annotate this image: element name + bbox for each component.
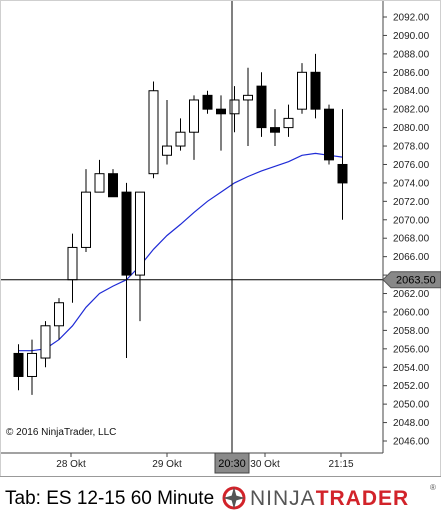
time-axis: 28 Okt 29 Okt 30 Okt 21:15	[56, 453, 354, 470]
crosshair: 2063.50 20:30	[1, 1, 441, 474]
candle-body	[13, 352, 24, 377]
copyright-text: © 2016 NinjaTrader, LLC	[6, 427, 117, 438]
candle-body	[202, 94, 213, 110]
candle-body	[229, 99, 240, 115]
candle-body	[162, 145, 172, 156]
y-tick-label: 2076.00	[393, 160, 430, 171]
y-tick-label: 2088.00	[393, 49, 430, 60]
y-tick-label: 2078.00	[393, 142, 430, 153]
x-tick-label: 21:15	[328, 459, 353, 470]
candle-body	[135, 191, 145, 276]
ninja-star-icon	[222, 486, 246, 510]
candle-body	[324, 108, 334, 161]
logo-ninja-text: NINJA	[250, 487, 316, 510]
candle-body	[148, 90, 159, 175]
y-tick-label: 2046.00	[393, 437, 430, 448]
y-tick-label: 2058.00	[393, 326, 430, 337]
price-chart[interactable]: 2046.00 2048.00 2050.00 2052.00 2054.00 2056.…	[1, 1, 441, 477]
candle-body	[81, 191, 91, 248]
y-tick-label: 2052.00	[393, 381, 430, 392]
candle-body	[121, 191, 132, 276]
x-tick-label: 28 Okt	[56, 459, 86, 470]
registered-mark: ®	[430, 483, 436, 492]
y-tick-label: 2048.00	[393, 418, 430, 429]
y-tick-label: 2054.00	[393, 363, 430, 374]
candle-body	[40, 325, 51, 359]
y-tick-label: 2074.00	[393, 178, 430, 189]
y-tick-label: 2090.00	[393, 31, 430, 42]
candle-body	[54, 302, 64, 327]
y-tick-label: 2086.00	[393, 68, 430, 79]
y-tick-label: 2066.00	[393, 252, 430, 263]
y-tick-label: 2068.00	[393, 234, 430, 245]
price-axis: 2046.00 2048.00 2050.00 2052.00 2054.00 2056.…	[1, 1, 430, 454]
logo-wordmark: NINJATRADER	[250, 487, 409, 511]
candle-body	[283, 117, 294, 129]
x-tick-label: 29 Okt	[152, 459, 182, 470]
y-tick-label: 2056.00	[393, 344, 430, 355]
candle-body	[310, 71, 321, 110]
candle-body	[108, 173, 118, 198]
ninjatrader-logo: NINJATRADER ®	[220, 483, 441, 513]
candle-body	[67, 246, 78, 281]
candle-body	[256, 85, 267, 129]
x-tick-label: 30 Okt	[250, 459, 280, 470]
y-tick-label: 2060.00	[393, 307, 430, 318]
logo-trader-text: TRADER	[315, 487, 410, 510]
y-tick-label: 2070.00	[393, 215, 430, 226]
candle-body	[94, 173, 105, 193]
y-tick-label: 2082.00	[393, 105, 430, 116]
y-tick-label: 2080.00	[393, 123, 430, 134]
candle-body	[216, 108, 226, 115]
time-marker	[214, 452, 250, 474]
tab-bar: Tab: ES 12-15 60 Minute NINJATRADER ®	[0, 476, 441, 519]
candle-body	[297, 71, 307, 110]
sma-line	[18, 152, 343, 352]
candle-body	[27, 352, 37, 377]
chart-tab-title[interactable]: Tab: ES 12-15 60 Minute	[5, 488, 215, 509]
candle-body	[175, 131, 186, 147]
crosshair-price-label: 2063.50	[396, 275, 436, 287]
y-tick-label: 2092.00	[393, 13, 430, 24]
candlestick-series	[13, 53, 348, 395]
y-tick-label: 2072.00	[393, 197, 430, 208]
y-tick-label: 2050.00	[393, 400, 430, 411]
candle-body	[270, 127, 280, 133]
candle-body	[189, 99, 199, 133]
y-tick-label: 2084.00	[393, 86, 430, 97]
price-marker	[382, 271, 441, 289]
candle-body	[337, 163, 348, 184]
y-tick-label: 2062.00	[393, 289, 430, 300]
crosshair-time-label: 20:30	[218, 458, 246, 470]
candle-body	[243, 94, 253, 101]
